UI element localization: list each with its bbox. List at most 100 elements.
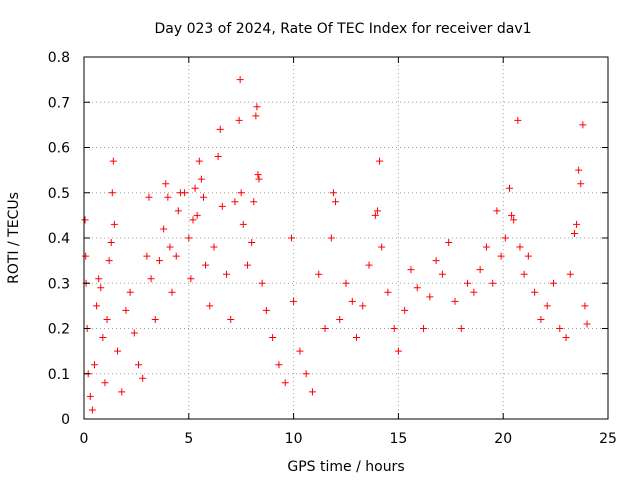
data-point (199, 193, 207, 201)
data-point (197, 175, 205, 183)
data-point (262, 306, 270, 314)
data-point (202, 261, 210, 269)
data-point (187, 275, 195, 283)
plot-frame (83, 56, 609, 420)
data-point (99, 334, 107, 342)
data-point (218, 202, 226, 210)
data-point (130, 329, 138, 337)
data-point (581, 302, 589, 310)
data-point (508, 211, 516, 219)
data-point (206, 302, 214, 310)
data-point (255, 175, 263, 183)
data-point (516, 243, 524, 251)
data-point (139, 374, 147, 382)
data-point (505, 184, 513, 192)
data-point (243, 261, 251, 269)
y-tick-label: 0.6 (48, 141, 70, 157)
data-point (476, 266, 484, 274)
data-point (524, 252, 532, 260)
x-tick-label: 25 (599, 431, 617, 447)
data-point (95, 275, 103, 283)
data-point (290, 297, 298, 305)
data-point (181, 189, 189, 197)
data-point (489, 279, 497, 287)
data-point (162, 180, 170, 188)
data-point (101, 379, 109, 387)
data-point (394, 347, 402, 355)
data-point (252, 112, 260, 120)
data-point (329, 189, 337, 197)
data-point (210, 243, 218, 251)
data-point (420, 325, 428, 332)
data-point (191, 184, 199, 192)
data-point (579, 121, 587, 129)
data-point (88, 406, 96, 414)
data-point (457, 325, 465, 332)
data-point (445, 239, 453, 247)
data-point (86, 392, 94, 400)
data-point (227, 315, 235, 323)
data-point (185, 234, 193, 242)
data-points (81, 76, 591, 414)
y-tick-label: 0.3 (48, 276, 70, 292)
data-point (575, 166, 583, 174)
data-point (510, 216, 518, 224)
data-point (82, 252, 90, 260)
data-point (577, 180, 585, 188)
data-point (336, 315, 344, 323)
data-point (332, 198, 340, 206)
data-point (118, 388, 126, 396)
data-point (103, 315, 111, 323)
data-point (514, 116, 522, 124)
data-point (327, 234, 335, 242)
data-point (432, 257, 440, 265)
data-point (281, 379, 289, 387)
data-point (464, 279, 472, 287)
data-point (371, 211, 379, 219)
x-tick-label: 20 (494, 431, 512, 447)
y-tick-label: 0.7 (48, 95, 70, 111)
x-tick-label: 5 (184, 431, 193, 447)
data-point (93, 302, 101, 310)
data-point (195, 157, 203, 165)
data-point (566, 270, 574, 278)
x-tick-label: 0 (80, 431, 89, 447)
data-point (97, 284, 105, 292)
data-point (543, 302, 551, 310)
data-point (114, 347, 122, 355)
data-point (537, 315, 545, 323)
data-point (348, 297, 356, 305)
data-point (235, 116, 243, 124)
data-point (497, 252, 505, 260)
data-point (166, 243, 174, 251)
y-tick-label: 0.2 (48, 322, 70, 338)
data-point (145, 193, 153, 201)
data-point (501, 234, 509, 242)
data-point (237, 189, 245, 197)
data-point (147, 275, 155, 283)
data-point (373, 207, 381, 215)
data-point (550, 279, 558, 287)
data-point (160, 225, 168, 233)
data-point (174, 207, 182, 215)
data-point (302, 370, 310, 378)
chart-title: Day 023 of 2024, Rate Of TEC Index for r… (154, 21, 531, 37)
data-point (151, 315, 159, 323)
data-point (365, 261, 373, 269)
data-point (109, 157, 117, 165)
data-point (164, 193, 172, 201)
data-point (288, 234, 296, 242)
data-point (193, 211, 201, 219)
data-point (482, 243, 490, 251)
y-tick-label: 0.1 (48, 367, 70, 383)
data-point (253, 103, 261, 111)
data-point (438, 270, 446, 278)
data-point (531, 288, 539, 296)
data-point (231, 198, 239, 206)
data-point (134, 361, 142, 369)
data-point (90, 361, 98, 369)
data-point (236, 76, 244, 84)
data-point (250, 198, 258, 206)
data-point (342, 279, 350, 287)
